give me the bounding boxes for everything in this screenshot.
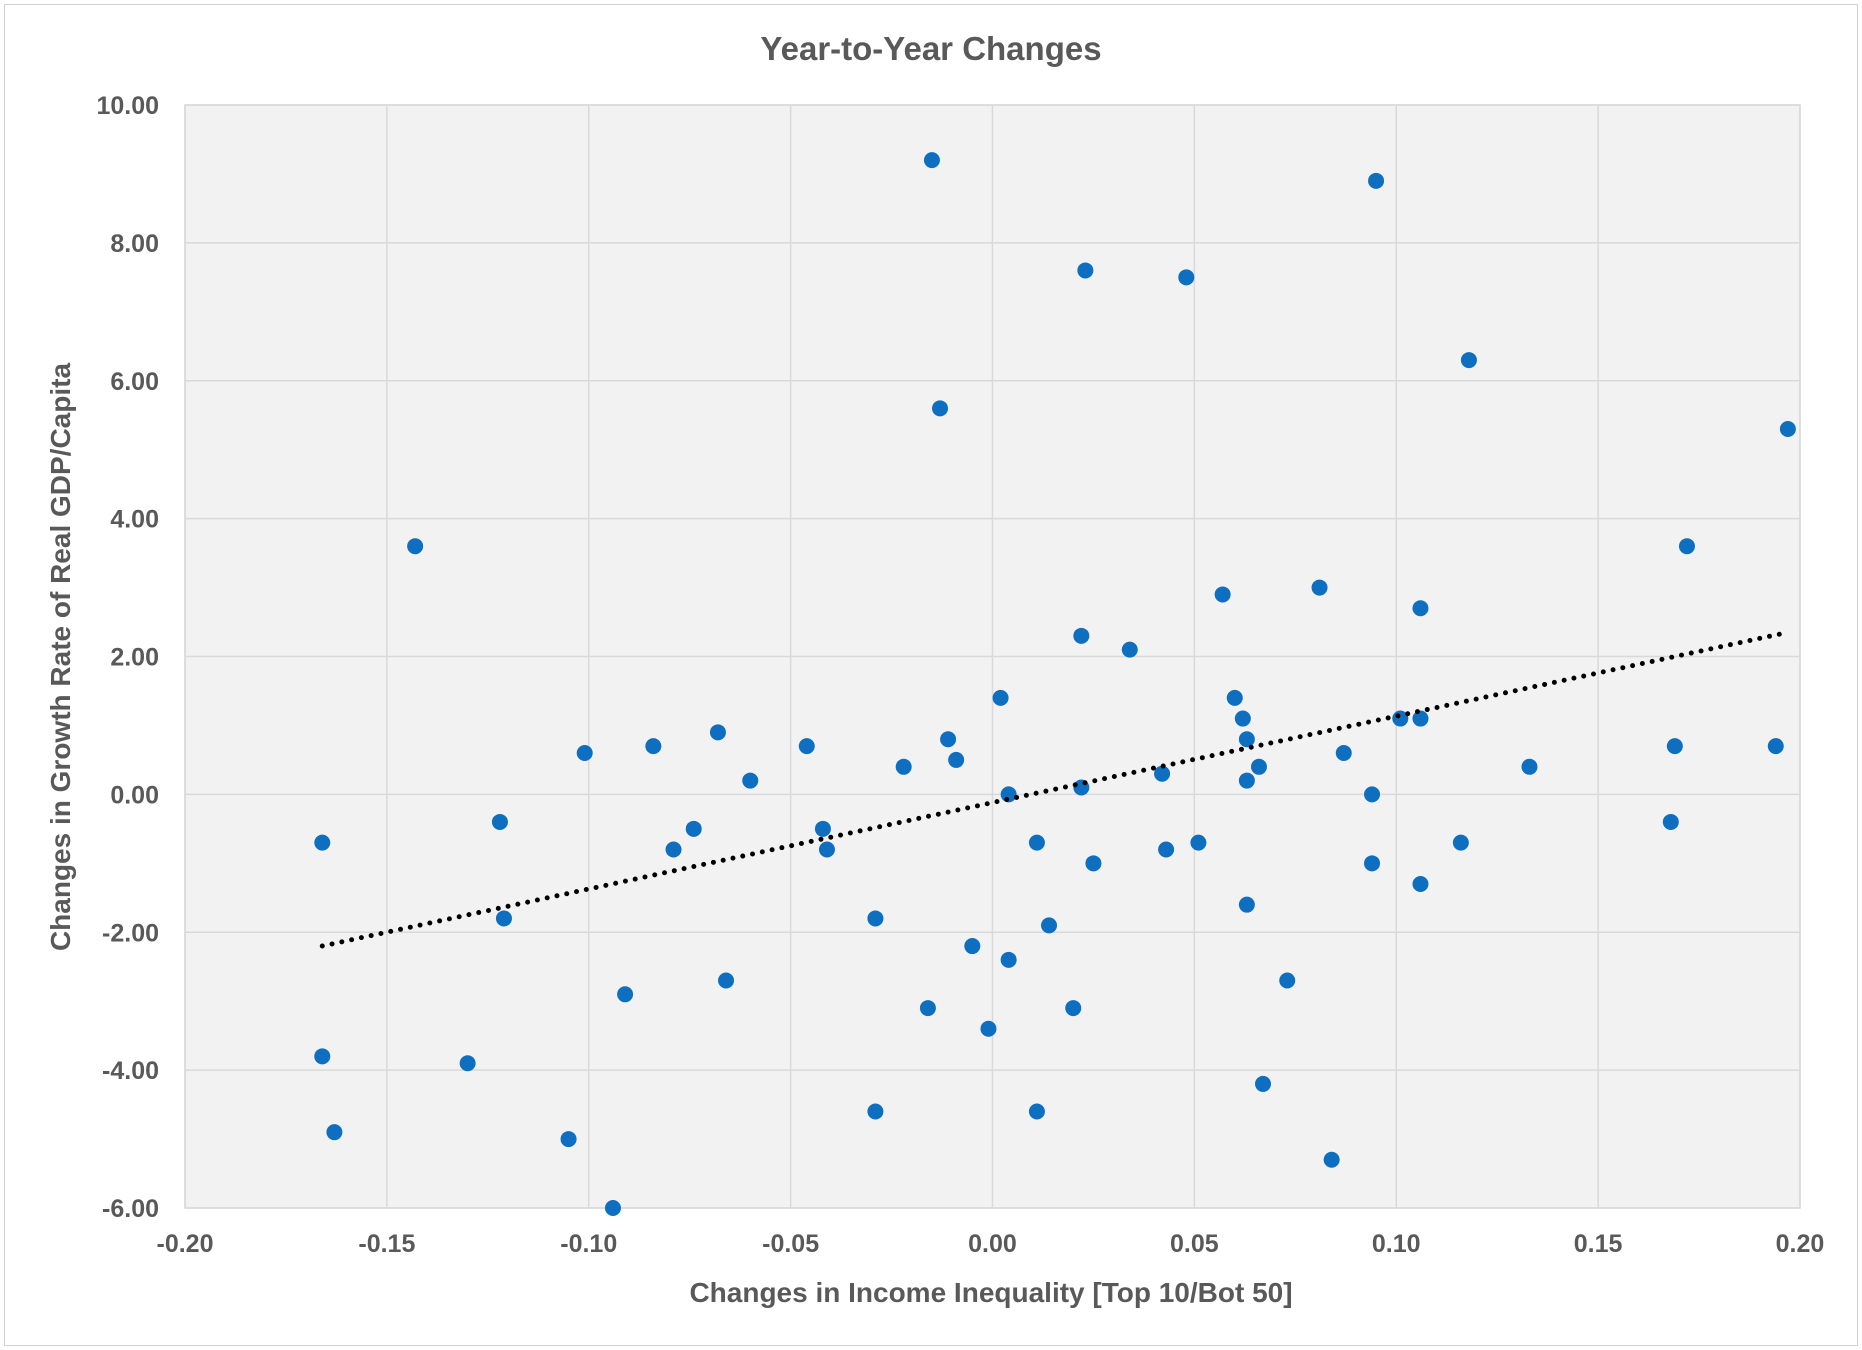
data-point bbox=[1412, 710, 1429, 727]
data-point bbox=[314, 834, 331, 851]
x-axis-title: Changes in Income Inequality [Top 10/Bot… bbox=[689, 1277, 1292, 1308]
data-point bbox=[1085, 855, 1102, 872]
data-point bbox=[1412, 600, 1429, 617]
data-point bbox=[617, 986, 634, 1003]
data-point bbox=[1678, 538, 1695, 555]
data-point bbox=[1460, 352, 1477, 369]
data-point bbox=[932, 400, 949, 417]
y-tick-label: -6.00 bbox=[102, 1195, 159, 1223]
y-tick-label: -4.00 bbox=[102, 1057, 159, 1085]
data-point bbox=[1521, 758, 1538, 775]
x-tick-label: 0.00 bbox=[968, 1230, 1017, 1258]
data-point bbox=[895, 758, 912, 775]
data-point bbox=[604, 1200, 621, 1216]
data-point bbox=[1065, 1000, 1082, 1017]
data-point bbox=[1335, 745, 1352, 762]
data-point bbox=[1000, 951, 1017, 968]
data-point bbox=[867, 1103, 884, 1120]
data-point bbox=[407, 538, 424, 555]
data-point bbox=[459, 1055, 476, 1072]
data-point bbox=[940, 731, 957, 748]
x-tick-label: 0.10 bbox=[1372, 1230, 1421, 1258]
x-tick-label: 0.05 bbox=[1170, 1230, 1219, 1258]
data-point bbox=[1158, 841, 1175, 858]
data-point bbox=[1412, 875, 1429, 892]
x-tick-labels: -0.20 -0.15 -0.10 -0.05 0.00 0.05 0.10 0.15 0.20 bbox=[157, 1230, 1825, 1258]
chart-title: Year-to-Year Changes bbox=[760, 30, 1101, 67]
data-point bbox=[798, 738, 815, 755]
data-point bbox=[718, 972, 735, 989]
data-point bbox=[923, 152, 940, 169]
data-point bbox=[1073, 627, 1090, 644]
data-point bbox=[1767, 738, 1784, 755]
y-tick-label: 10.00 bbox=[96, 92, 159, 120]
data-point bbox=[1178, 269, 1195, 286]
data-point bbox=[1666, 738, 1683, 755]
data-point bbox=[314, 1048, 331, 1065]
horizontal-gridlines bbox=[185, 104, 1800, 1209]
x-tick-label: -0.10 bbox=[560, 1230, 617, 1258]
y-tick-label: 4.00 bbox=[110, 506, 159, 534]
y-tick-label: -2.00 bbox=[102, 919, 159, 947]
data-point bbox=[1226, 689, 1243, 706]
trendline bbox=[319, 629, 1791, 949]
y-tick-label: 0.00 bbox=[110, 781, 159, 809]
data-point bbox=[1234, 710, 1251, 727]
data-point bbox=[1364, 855, 1381, 872]
data-point bbox=[560, 1131, 577, 1148]
data-point bbox=[1250, 758, 1267, 775]
y-tick-label: 2.00 bbox=[110, 644, 159, 672]
data-point bbox=[818, 841, 835, 858]
data-point bbox=[1190, 834, 1207, 851]
x-tick-label: 0.20 bbox=[1776, 1230, 1825, 1258]
data-point bbox=[1214, 586, 1231, 603]
data-point bbox=[867, 910, 884, 927]
data-point bbox=[742, 772, 759, 789]
data-point bbox=[1121, 641, 1138, 658]
x-tick-label: 0.15 bbox=[1574, 1230, 1623, 1258]
data-point bbox=[919, 1000, 936, 1017]
data-point bbox=[491, 813, 508, 830]
data-points bbox=[314, 152, 1796, 1216]
data-point bbox=[1238, 896, 1255, 913]
data-point bbox=[1311, 579, 1328, 596]
data-point bbox=[1323, 1151, 1340, 1168]
data-point bbox=[964, 938, 981, 955]
data-point bbox=[1279, 972, 1296, 989]
data-point bbox=[1077, 262, 1094, 279]
data-point bbox=[709, 724, 726, 741]
x-tick-label: -0.15 bbox=[358, 1230, 415, 1258]
data-point bbox=[1662, 813, 1679, 830]
data-point bbox=[665, 841, 682, 858]
data-point bbox=[1238, 731, 1255, 748]
y-tick-label: 6.00 bbox=[110, 368, 159, 396]
data-point bbox=[1028, 1103, 1045, 1120]
data-point bbox=[1041, 917, 1058, 934]
data-point bbox=[645, 738, 662, 755]
data-point bbox=[980, 1020, 997, 1037]
data-point bbox=[1368, 172, 1385, 189]
data-point bbox=[1364, 786, 1381, 803]
x-tick-label: -0.05 bbox=[762, 1230, 819, 1258]
data-point bbox=[1238, 772, 1255, 789]
x-tick-label: -0.20 bbox=[157, 1230, 214, 1258]
data-point bbox=[495, 910, 512, 927]
data-point bbox=[326, 1124, 343, 1141]
data-point bbox=[814, 820, 831, 837]
y-axis-title: Changes in Growth Rate of Real GDP/Capit… bbox=[45, 363, 76, 952]
data-point bbox=[1154, 765, 1171, 782]
data-point bbox=[1452, 834, 1469, 851]
data-point bbox=[1028, 834, 1045, 851]
data-point bbox=[685, 820, 702, 837]
data-point bbox=[1255, 1075, 1272, 1092]
data-point bbox=[576, 745, 593, 762]
data-point bbox=[992, 689, 1009, 706]
y-tick-label: 8.00 bbox=[110, 230, 159, 258]
y-tick-labels: 10.00 8.00 6.00 4.00 2.00 0.00 -2.00 -4.00 -6.00 bbox=[96, 92, 159, 1223]
data-point bbox=[1779, 421, 1796, 438]
data-point bbox=[948, 751, 965, 768]
